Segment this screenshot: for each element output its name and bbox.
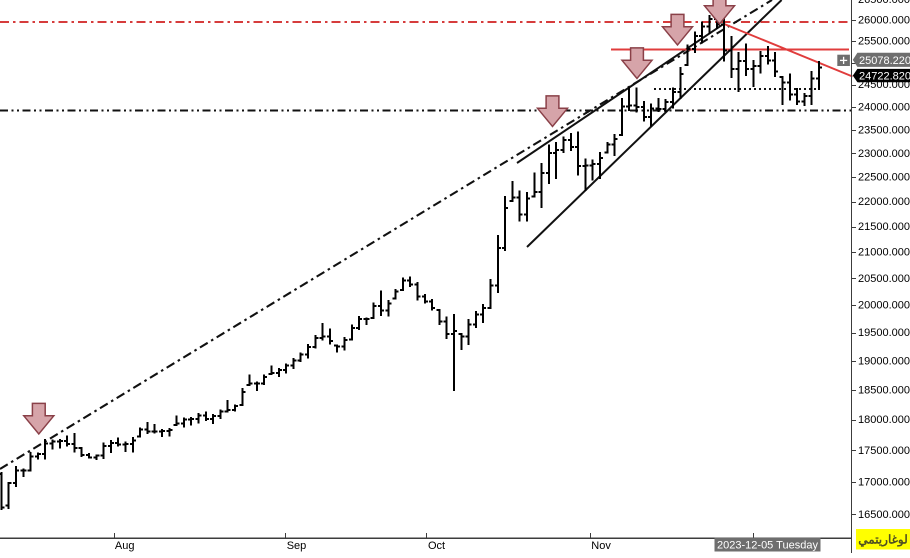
svg-text:Sep: Sep	[287, 540, 307, 552]
svg-text:19500.000: 19500.000	[858, 327, 910, 339]
svg-text:22000.000: 22000.000	[858, 196, 910, 208]
svg-text:26500.000: 26500.000	[858, 0, 910, 6]
svg-text:لوغاريتمي: لوغاريتمي	[858, 533, 907, 548]
svg-text:22500.000: 22500.000	[858, 172, 910, 184]
svg-text:18000.000: 18000.000	[858, 414, 910, 426]
svg-text:17000.000: 17000.000	[858, 476, 910, 488]
svg-text:21500.000: 21500.000	[858, 221, 910, 233]
svg-text:Nov: Nov	[591, 540, 611, 552]
svg-text:20000.000: 20000.000	[858, 300, 910, 312]
svg-text:18500.000: 18500.000	[858, 384, 910, 396]
svg-text:24000.000: 24000.000	[858, 102, 910, 114]
svg-text:Oct: Oct	[428, 540, 445, 552]
svg-text:2023-12-05 Tuesday: 2023-12-05 Tuesday	[717, 540, 818, 552]
svg-text:23000.000: 23000.000	[858, 148, 910, 160]
svg-text:20500.000: 20500.000	[858, 273, 910, 285]
svg-text:24722.820: 24722.820	[859, 71, 910, 83]
svg-text:23500.000: 23500.000	[858, 124, 910, 136]
svg-text:25500.000: 25500.000	[858, 36, 910, 48]
svg-text:26000.000: 26000.000	[858, 15, 910, 27]
svg-text:25078.220: 25078.220	[859, 55, 910, 67]
svg-text:16500.000: 16500.000	[858, 509, 910, 521]
svg-text:Aug: Aug	[115, 540, 135, 552]
svg-text:19000.000: 19000.000	[858, 355, 910, 367]
svg-text:17500.000: 17500.000	[858, 445, 910, 457]
svg-text:21000.000: 21000.000	[858, 247, 910, 259]
